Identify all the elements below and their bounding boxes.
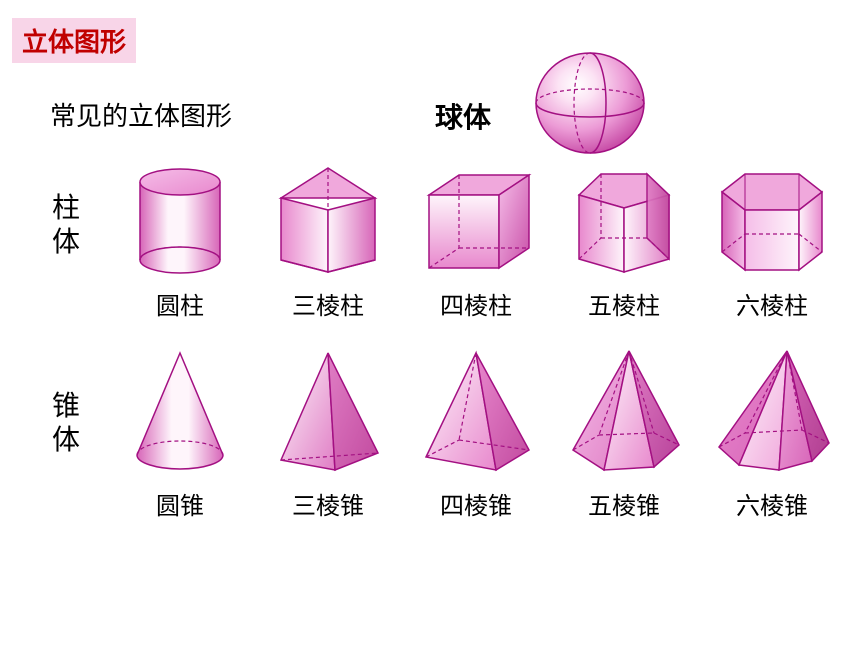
- row-label-prism-text: 柱体: [52, 193, 80, 258]
- cone-icon: [115, 345, 245, 480]
- row-label-cone: 锥体: [52, 390, 80, 457]
- shape-tri-prism: 三棱柱: [258, 160, 398, 321]
- shape-cone: 圆锥: [110, 345, 250, 521]
- cylinder-caption: 圆柱: [156, 286, 204, 321]
- penta-pyramid-icon: [559, 345, 689, 480]
- penta-prism-icon: [559, 160, 689, 280]
- subtitle: 常见的立体图形: [50, 96, 232, 133]
- hexa-prism-caption: 六棱柱: [736, 286, 808, 321]
- quad-prism-icon: [411, 160, 541, 280]
- shape-penta-prism: 五棱柱: [554, 160, 694, 321]
- cones-row: 圆锥 三棱锥: [110, 345, 842, 521]
- shape-hexa-prism: 六棱柱: [702, 160, 842, 321]
- hexa-pyramid-icon: [707, 345, 837, 480]
- shape-tri-pyramid: 三棱锥: [258, 345, 398, 521]
- cone-caption: 圆锥: [156, 486, 204, 521]
- penta-pyramid-caption: 五棱锥: [588, 486, 660, 521]
- row-label-cone-text: 锥体: [52, 391, 80, 456]
- shape-hexa-pyramid: 六棱锥: [702, 345, 842, 521]
- sphere-shape: [530, 48, 650, 158]
- shape-cylinder: 圆柱: [110, 160, 250, 321]
- penta-prism-caption: 五棱柱: [588, 286, 660, 321]
- tri-pyramid-caption: 三棱锥: [292, 486, 364, 521]
- cylinder-icon: [115, 160, 245, 280]
- tri-prism-caption: 三棱柱: [292, 286, 364, 321]
- row-label-prism: 柱体: [52, 192, 80, 259]
- shape-penta-pyramid: 五棱锥: [554, 345, 694, 521]
- quad-pyramid-caption: 四棱锥: [440, 486, 512, 521]
- shape-quad-prism: 四棱柱: [406, 160, 546, 321]
- hexa-pyramid-caption: 六棱锥: [736, 486, 808, 521]
- quad-pyramid-icon: [411, 345, 541, 480]
- sphere-label: 球体: [435, 96, 491, 136]
- page-title: 立体图形: [12, 18, 136, 63]
- prisms-row: 圆柱 三棱柱: [110, 160, 842, 321]
- tri-pyramid-icon: [263, 345, 393, 480]
- tri-prism-icon: [263, 160, 393, 280]
- quad-prism-caption: 四棱柱: [440, 286, 512, 321]
- shape-quad-pyramid: 四棱锥: [406, 345, 546, 521]
- hexa-prism-icon: [707, 160, 837, 280]
